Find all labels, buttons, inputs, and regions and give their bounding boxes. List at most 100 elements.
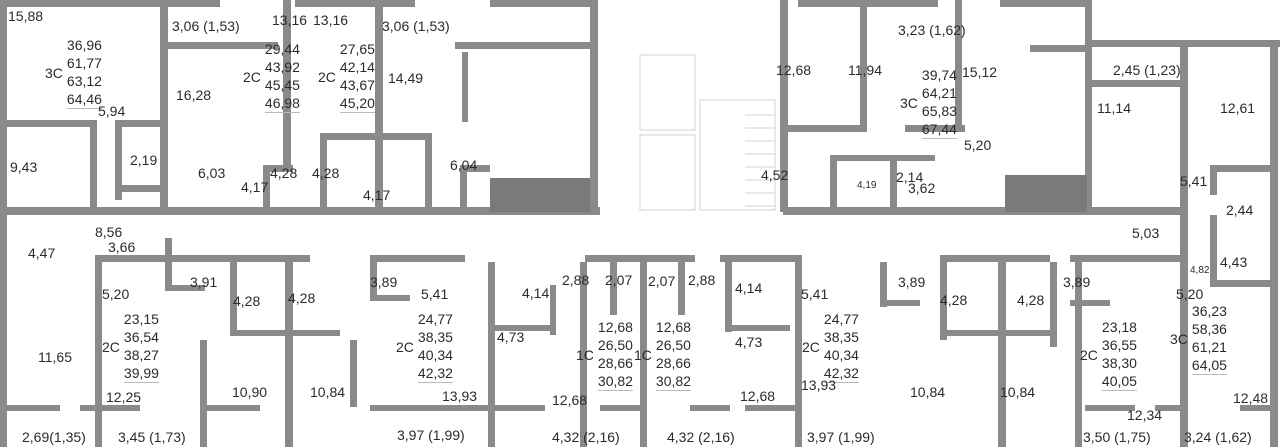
wall: [95, 255, 102, 447]
wall: [285, 255, 293, 447]
room-area-label: 4,47: [28, 245, 56, 261]
room-area-label: 10,84: [910, 384, 946, 400]
room-area-label: 4,28: [270, 165, 298, 181]
room-area-label: 12,48: [1233, 390, 1269, 406]
room-area-label: 4,28: [940, 292, 968, 308]
room-area-label: 4,32 (2,16): [667, 429, 735, 445]
area-value: 61,21: [1191, 339, 1227, 355]
apartment-areas: 12,68 26,50 28,66 30,82: [655, 318, 691, 391]
apartment-areas: 12,68 26,50 28,66 30,82: [597, 318, 633, 391]
wall: [1075, 262, 1082, 447]
wall: [1240, 405, 1275, 411]
room-area-label: 2,07: [605, 272, 633, 288]
area-value: 58,36: [1191, 321, 1227, 337]
apartment-type: 1С: [576, 346, 594, 363]
shaft: [1005, 175, 1087, 212]
apartment-label[interactable]: 2С 23,15 36,54 38,27 39,99: [102, 310, 159, 383]
room-area-label: 11,14: [1097, 100, 1131, 116]
wall: [720, 255, 800, 262]
apartment-label[interactable]: 2С 27,65 42,14 43,67 45,20: [318, 40, 375, 113]
wall: [1270, 40, 1278, 447]
room-area-label: 12,68: [776, 62, 812, 78]
wall: [610, 255, 617, 315]
room-area-label: 5,41: [421, 286, 449, 302]
wall: [1070, 255, 1180, 262]
wall: [460, 165, 490, 172]
apartment-areas: 23,18 36,55 38,30 40,05: [1101, 318, 1137, 391]
wall: [0, 0, 7, 447]
room-area-label: 4,14: [735, 280, 763, 296]
room-area-label: 2,69(1,35): [22, 429, 86, 445]
wall: [495, 405, 545, 411]
area-value: 23,18: [1101, 319, 1137, 335]
room-area-label: 4,73: [497, 329, 525, 345]
apartment-label[interactable]: 2С 23,18 36,55 38,30 40,05: [1080, 318, 1137, 391]
area-value: 23,15: [123, 311, 159, 327]
room-area-label: 11,65: [38, 349, 72, 365]
apartment-type: 3С: [45, 64, 63, 81]
apartment-type: 2С: [243, 68, 261, 85]
wall: [1085, 405, 1135, 411]
wall: [1210, 165, 1275, 172]
apartment-label[interactable]: 3С 36,96 61,77 63,12 64,46: [45, 36, 102, 109]
wall: [160, 0, 168, 212]
area-value: 26,50: [655, 337, 691, 353]
area-value: 65,83: [921, 103, 957, 119]
apartment-label[interactable]: 2С 29,44 43,92 45,45 46,98: [243, 40, 300, 113]
room-area-label: 3,97 (1,99): [807, 429, 875, 445]
apartment-areas: 24,77 38,35 40,34 42,32: [823, 310, 859, 383]
room-area-label: 3,89: [898, 274, 926, 290]
apartment-label[interactable]: 3С 36,23 58,36 61,21 64,05: [1170, 302, 1227, 375]
wall: [1210, 165, 1217, 195]
apartment-label[interactable]: 1С 12,68 26,50 28,66 30,82: [576, 318, 633, 391]
room-area-label: 4,73: [735, 334, 763, 350]
area-value: 40,34: [823, 347, 859, 363]
wall: [460, 165, 467, 210]
wall: [830, 155, 890, 161]
room-area-label: 5,41: [1180, 173, 1208, 189]
wall: [0, 207, 600, 215]
wall: [880, 262, 887, 307]
room-area-label: 15,12: [962, 64, 998, 80]
apartment-label[interactable]: 2С 24,77 38,35 40,34 42,32: [802, 310, 859, 383]
wall: [795, 255, 802, 447]
area-value: 43,67: [339, 77, 375, 93]
room-area-label: 16,28: [176, 87, 212, 103]
apartment-label[interactable]: 1С 12,68 26,50 28,66 30,82: [634, 318, 691, 391]
area-value: 24,77: [417, 311, 453, 327]
wall: [830, 155, 837, 210]
apartment-areas: 36,96 61,77 63,12 64,46: [66, 36, 102, 109]
apartment-type: 2С: [318, 68, 336, 85]
apartment-label[interactable]: 3С 39,74 64,21 65,83 67,44: [900, 66, 957, 139]
wall: [90, 120, 97, 210]
area-value: 43,92: [264, 59, 300, 75]
wall: [455, 42, 590, 49]
area-value: 38,35: [823, 329, 859, 345]
area-value: 38,27: [123, 347, 159, 363]
room-area-label: 2,19: [130, 152, 158, 168]
wall: [860, 0, 867, 132]
wall: [1070, 300, 1110, 306]
room-area-label: 4,52: [761, 167, 789, 183]
room-area-label: 2,88: [688, 272, 716, 288]
wall: [1155, 405, 1180, 411]
wall: [200, 405, 260, 411]
apartment-label[interactable]: 2С 24,77 38,35 40,34 42,32: [396, 310, 453, 383]
area-value: 40,05: [1101, 373, 1137, 391]
area-value: 45,20: [339, 95, 375, 113]
apartment-type: 2С: [396, 338, 414, 355]
wall: [350, 340, 357, 407]
apartment-areas: 29,44 43,92 45,45 46,98: [264, 40, 300, 113]
wall: [425, 133, 432, 213]
room-area-label: 3,89: [1063, 274, 1091, 290]
room-area-label: 2,07: [648, 273, 676, 289]
wall: [320, 133, 327, 213]
room-area-label: 3,50 (1,75): [1083, 429, 1151, 445]
room-area-label: 2,44: [1226, 202, 1254, 218]
wall: [95, 255, 230, 262]
apartment-areas: 39,74 64,21 65,83 67,44: [921, 66, 957, 139]
room-area-label: 5,20: [1176, 286, 1204, 302]
wall: [263, 165, 293, 172]
room-area-label: 6,03: [198, 165, 226, 181]
area-value: 39,99: [123, 365, 159, 383]
